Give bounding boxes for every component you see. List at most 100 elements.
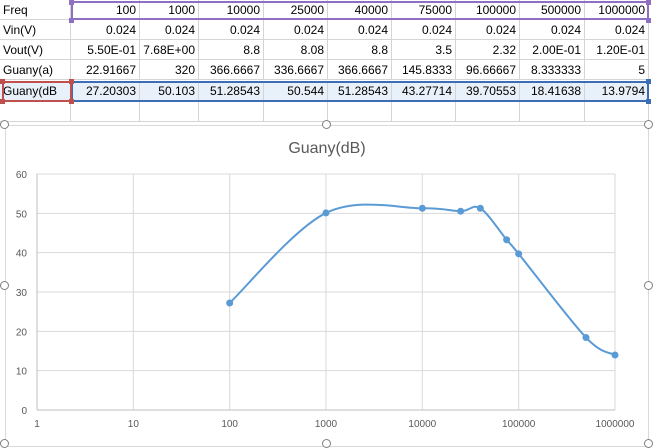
cell[interactable]: 8.08 [264, 40, 328, 60]
cell[interactable]: 75000 [392, 0, 456, 20]
data-point [503, 236, 511, 244]
cell[interactable] [520, 102, 585, 122]
cell[interactable]: 22.91667 [71, 60, 140, 80]
x-tick-label: 100000 [502, 419, 536, 430]
cell[interactable]: 100 [71, 0, 140, 20]
chart-resize-handle[interactable] [0, 281, 9, 290]
chart-resize-handle[interactable] [0, 120, 9, 129]
cell[interactable]: 51.28543 [199, 81, 264, 102]
cell[interactable]: 50.103 [140, 81, 199, 102]
cell[interactable]: 18.41638 [520, 81, 585, 102]
chart-title: Guany(dB) [288, 140, 365, 157]
range-resize-handle[interactable] [69, 99, 74, 104]
row-vin: Vin(V) 0.024 0.024 0.024 0.024 0.024 0.0… [0, 20, 656, 40]
cell[interactable]: 0.024 [264, 20, 328, 40]
cell[interactable]: 145.8333 [392, 60, 456, 80]
cell[interactable]: 0.024 [140, 20, 199, 40]
cell-label[interactable]: Vout(V) [0, 40, 71, 60]
cell[interactable] [456, 102, 520, 122]
data-point [322, 209, 330, 217]
range-resize-handle[interactable] [69, 18, 74, 23]
cell[interactable]: 0.024 [328, 20, 392, 40]
y-tick-label: 60 [16, 170, 28, 181]
range-resize-handle[interactable] [69, 0, 74, 5]
cell[interactable]: 100000 [456, 0, 520, 20]
cell[interactable]: 1000000 [585, 0, 649, 20]
cell[interactable]: 366.6667 [199, 60, 264, 80]
cell[interactable]: 25000 [264, 0, 328, 20]
cell[interactable] [392, 102, 456, 122]
row-guany-db: Guany(dB 27.20303 50.103 51.28543 50.544… [0, 81, 656, 102]
data-point [582, 334, 590, 342]
cell[interactable]: 51.28543 [328, 81, 392, 102]
cell[interactable]: 5 [585, 60, 649, 80]
range-resize-handle[interactable] [646, 79, 651, 84]
row-vout: Vout(V) 5.50E-01 7.68E+00 8.8 8.08 8.8 3… [0, 40, 656, 60]
range-resize-handle[interactable] [69, 79, 74, 84]
data-point [226, 299, 234, 307]
cell-label[interactable]: Freq [0, 0, 71, 20]
cell[interactable]: 39.70553 [456, 81, 520, 102]
cell[interactable] [585, 102, 649, 122]
cell[interactable]: 0.024 [456, 20, 520, 40]
cell[interactable] [328, 102, 392, 122]
cell[interactable]: 5.50E-01 [71, 40, 140, 60]
cell[interactable] [264, 102, 328, 122]
cell[interactable]: 8.333333 [520, 60, 585, 80]
cell[interactable]: 2.32 [456, 40, 520, 60]
cell[interactable]: 0.024 [585, 20, 649, 40]
chart-svg: Guany(dB) 0 10 20 30 40 50 60 1 10 100 1000 10000 10… [16, 140, 635, 430]
cell[interactable]: 1.20E-01 [585, 40, 649, 60]
cell[interactable]: 43.27714 [392, 81, 456, 102]
cell[interactable]: 96.66667 [456, 60, 520, 80]
cell[interactable]: 0.024 [392, 20, 456, 40]
row-guany-a: Guany(a) 22.91667 320 366.6667 336.6667 … [0, 60, 656, 80]
cell-label[interactable]: Vin(V) [0, 20, 71, 40]
cell[interactable]: 10000 [199, 0, 264, 20]
y-tick-label: 30 [16, 288, 28, 299]
cell[interactable]: 2.00E-01 [520, 40, 585, 60]
cell[interactable]: 320 [140, 60, 199, 80]
cell[interactable] [140, 102, 199, 122]
chart-resize-handle[interactable] [644, 281, 653, 290]
x-tick-label: 1000000 [596, 419, 635, 430]
cell[interactable]: 0.024 [520, 20, 585, 40]
data-point [515, 250, 523, 258]
row-freq: Freq 100 1000 10000 25000 40000 75000 10… [0, 0, 656, 20]
chart-resize-handle[interactable] [644, 120, 653, 129]
range-resize-handle[interactable] [0, 99, 5, 104]
cell[interactable]: 1000 [140, 0, 199, 20]
cell[interactable]: 500000 [520, 0, 585, 20]
chart-resize-handle[interactable] [322, 120, 331, 129]
range-resize-handle[interactable] [646, 0, 651, 5]
cell-label[interactable]: Guany(a) [0, 60, 71, 80]
cell[interactable]: 50.544 [264, 81, 328, 102]
range-resize-handle[interactable] [646, 99, 651, 104]
cell[interactable]: 0.024 [199, 20, 264, 40]
cell[interactable]: 8.8 [199, 40, 264, 60]
cell[interactable]: 0.024 [71, 20, 140, 40]
cell[interactable]: 3.5 [392, 40, 456, 60]
data-point [418, 204, 426, 212]
cell[interactable]: 13.9794 [585, 81, 649, 102]
cell[interactable] [199, 102, 264, 122]
cell[interactable]: 40000 [328, 0, 392, 20]
cell[interactable] [0, 102, 71, 122]
cell[interactable]: 7.68E+00 [140, 40, 199, 60]
x-tick-label: 1 [34, 419, 40, 430]
range-resize-handle[interactable] [646, 18, 651, 23]
chart-area[interactable]: Guany(dB) 0 10 20 30 40 50 60 1 10 100 1000 10000 10… [5, 125, 649, 447]
y-tick-label: 50 [16, 209, 28, 220]
range-resize-handle[interactable] [0, 79, 5, 84]
axes: 0 10 20 30 40 50 60 1 10 100 1000 10000 100000 100000… [16, 170, 635, 430]
cell[interactable]: 336.6667 [264, 60, 328, 80]
y-tick-label: 10 [16, 367, 28, 378]
cell[interactable]: 27.20303 [71, 81, 140, 102]
cell[interactable]: 366.6667 [328, 60, 392, 80]
gridlines [37, 173, 616, 410]
y-tick-label: 0 [21, 406, 27, 417]
x-tick-label: 100 [221, 419, 238, 430]
cell[interactable]: 8.8 [328, 40, 392, 60]
cell[interactable] [71, 102, 140, 122]
cell-label[interactable]: Guany(dB [0, 81, 71, 102]
